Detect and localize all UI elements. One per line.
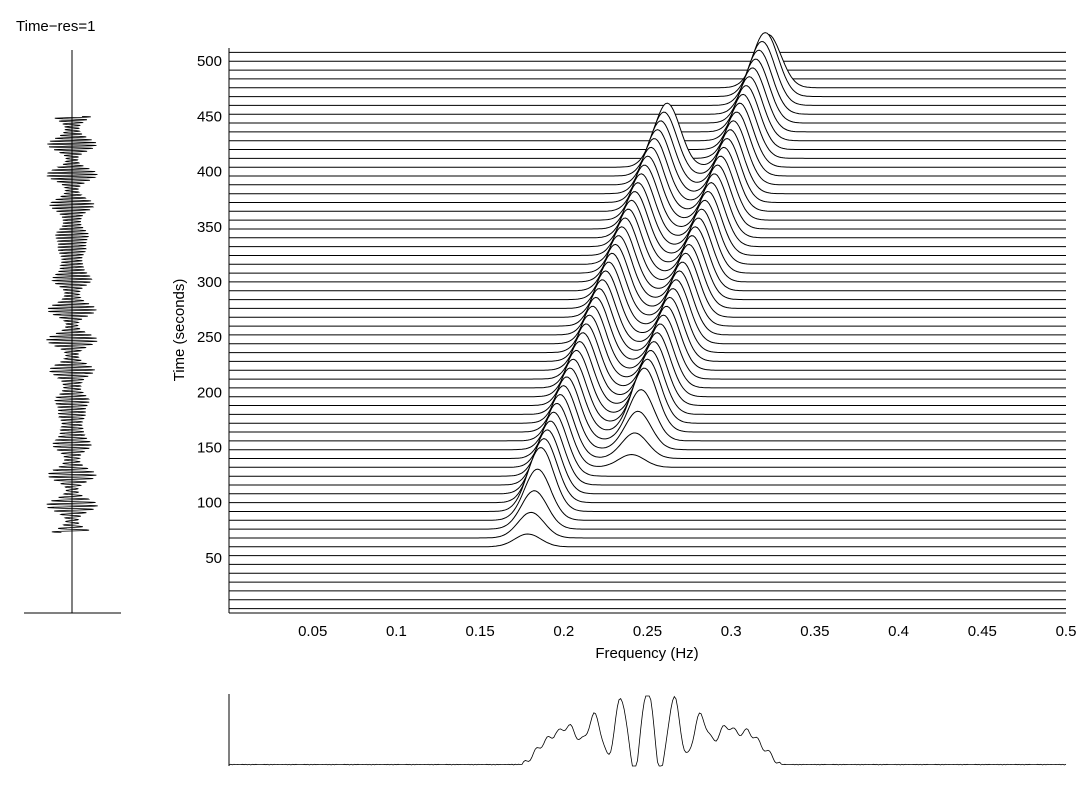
x-tick-label: 0.35 [800, 623, 829, 640]
y-tick-label: 500 [197, 53, 222, 70]
time-signal-panel [24, 50, 121, 614]
waterfall-trace [229, 288, 1066, 354]
waterfall-trace [229, 376, 1066, 442]
waterfall-trace [229, 411, 1066, 477]
waterfall-trace [229, 208, 1066, 274]
waterfall-trace [229, 420, 1066, 486]
y-tick-label: 250 [197, 329, 222, 346]
waterfall-trace [229, 190, 1066, 256]
y-tick-label: 400 [197, 164, 222, 181]
waterfall-trace [229, 58, 1066, 124]
waterfall-trace [229, 41, 1066, 106]
waterfall-trace [229, 533, 1066, 548]
y-tick-label: 100 [197, 495, 222, 512]
waterfall-trace [229, 226, 1066, 292]
time-panel-title: Time−res=1 [16, 18, 95, 35]
y-tick-label: 200 [197, 384, 222, 401]
waterfall-trace [229, 270, 1066, 336]
waterfall-trace [229, 33, 1066, 89]
waterfall-trace [229, 438, 1066, 504]
waterfall-trace [229, 429, 1066, 495]
y-tick-label: 150 [197, 440, 222, 457]
y-tick-label: 350 [197, 219, 222, 236]
waterfall-trace [229, 261, 1066, 327]
waterfall-trace [229, 49, 1066, 115]
waterfall-trace [229, 76, 1066, 142]
x-tick-label: 0.1 [386, 623, 407, 640]
waterfall-trace [229, 385, 1066, 451]
waterfall-trace [229, 402, 1066, 468]
time-signal-line [46, 116, 98, 533]
x-tick-label: 0.2 [553, 623, 574, 640]
x-tick-labels: 0.05 0.1 0.15 0.2 0.25 0.3 0.35 0.4 0.45 0.5 [298, 623, 1076, 640]
x-tick-label: 0.3 [721, 623, 742, 640]
x-tick-label: 0.15 [465, 623, 494, 640]
waterfall-trace [229, 468, 1066, 521]
x-tick-label: 0.5 [1056, 623, 1077, 640]
spectrum-line [228, 695, 1067, 767]
y-tick-label: 450 [197, 108, 222, 125]
x-tick-label: 0.4 [888, 623, 909, 640]
waterfall-trace [229, 490, 1066, 530]
waterfall-trace [229, 511, 1066, 539]
y-tick-label: 300 [197, 274, 222, 291]
y-tick-label: 50 [205, 550, 222, 567]
x-axis-label: Frequency (Hz) [595, 645, 698, 662]
waterfall-trace [229, 85, 1066, 150]
waterfall-trace [229, 447, 1066, 512]
spectrum-panel [228, 694, 1067, 767]
waterfall-panel: 0.05 0.1 0.15 0.2 0.25 0.3 0.35 0.4 0.45 0.5 50 10… [171, 32, 1076, 662]
waterfall-trace [229, 217, 1066, 283]
waterfall-traces [229, 32, 1066, 610]
x-tick-label: 0.45 [968, 623, 997, 640]
waterfall-trace [229, 252, 1066, 318]
y-tick-labels: 50 100 150 200 250 300 350 400 450 500 [197, 53, 222, 567]
waterfall-trace [229, 393, 1066, 459]
x-tick-label: 0.05 [298, 623, 327, 640]
waterfall-trace [229, 279, 1066, 345]
waterfall-trace [229, 32, 1066, 98]
x-tick-label: 0.25 [633, 623, 662, 640]
waterfall-trace [229, 235, 1066, 301]
y-axis-label: Time (seconds) [171, 279, 188, 382]
waterfall-trace [229, 243, 1066, 309]
waterfall-trace [229, 67, 1066, 133]
